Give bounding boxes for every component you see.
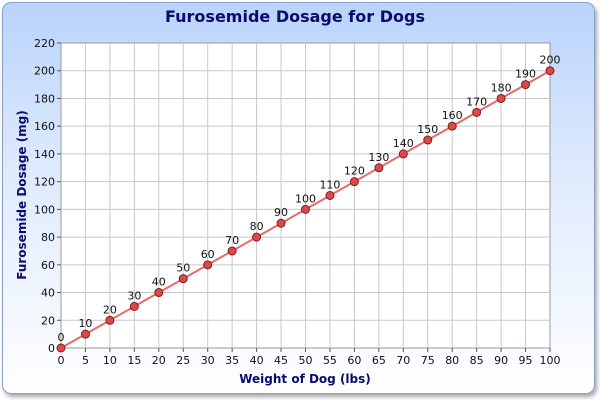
x-axis-title: Weight of Dog (lbs) [239, 372, 371, 386]
data-point [447, 121, 457, 131]
data-label: 10 [78, 317, 92, 330]
chart-title: Furosemide Dosage for Dogs [165, 7, 425, 26]
y-tick-label: 180 [34, 92, 55, 105]
data-label: 20 [103, 303, 117, 316]
data-label: 170 [466, 95, 487, 108]
y-tick-label: 120 [34, 176, 55, 189]
x-tick-label: 75 [421, 354, 435, 367]
data-points [56, 66, 555, 353]
y-axis-title: Furosemide Dosage (mg) [15, 110, 29, 280]
data-point [496, 93, 506, 103]
data-label: 50 [176, 262, 190, 275]
data-label: 130 [368, 151, 389, 164]
data-label: 70 [225, 234, 239, 247]
x-tick-label: 55 [323, 354, 337, 367]
y-tick-label: 220 [34, 37, 55, 50]
x-tick-label: 15 [127, 354, 141, 367]
grid-lines [61, 43, 550, 348]
x-tick-label: 20 [152, 354, 166, 367]
data-point [80, 329, 90, 339]
x-tick-label: 60 [347, 354, 361, 367]
data-point [154, 288, 164, 298]
data-label: 200 [540, 54, 561, 67]
x-tick-label: 25 [176, 354, 190, 367]
data-label: 100 [295, 192, 316, 205]
data-label: 110 [319, 179, 340, 192]
data-label: 180 [491, 81, 512, 94]
y-tick-label: 20 [41, 314, 55, 327]
data-label: 40 [152, 276, 166, 289]
data-label: 140 [393, 137, 414, 150]
x-tick-label: 100 [540, 354, 561, 367]
y-tick-label: 60 [41, 259, 55, 272]
y-tick-label: 80 [41, 231, 55, 244]
x-axis: 0 5 10 15 20 25 30 35 40 45 50 55 60 65 70 75 80 85 90 95 10… [58, 348, 561, 367]
x-tick-label: 70 [396, 354, 410, 367]
x-tick-label: 5 [82, 354, 89, 367]
data-point [325, 191, 335, 200]
data-point [105, 315, 115, 325]
data-point [56, 343, 66, 353]
data-label: 120 [344, 165, 365, 178]
data-label: 0 [58, 331, 65, 344]
data-point [178, 274, 188, 284]
y-tick-label: 160 [34, 120, 55, 133]
data-point [423, 135, 433, 145]
data-point [276, 218, 286, 228]
data-point [349, 177, 359, 187]
x-tick-label: 30 [201, 354, 215, 367]
x-tick-label: 65 [372, 354, 386, 367]
data-point [203, 260, 213, 270]
x-tick-label: 10 [103, 354, 117, 367]
x-tick-label: 35 [225, 354, 239, 367]
data-label: 150 [417, 123, 438, 136]
y-tick-label: 140 [34, 148, 55, 161]
data-label: 190 [515, 68, 536, 81]
x-tick-label: 85 [470, 354, 484, 367]
data-point [129, 301, 139, 311]
data-label: 30 [127, 289, 141, 302]
data-point [472, 107, 482, 117]
data-point [301, 204, 310, 214]
y-tick-label: 200 [34, 65, 55, 78]
data-point [398, 149, 408, 159]
x-tick-label: 0 [58, 354, 65, 367]
data-label: 160 [442, 109, 463, 122]
data-label: 60 [201, 248, 215, 261]
data-point [227, 246, 237, 256]
data-point [545, 66, 555, 76]
x-tick-label: 40 [250, 354, 264, 367]
data-point [521, 80, 531, 90]
y-axis: 0 20 40 60 80 100 120 140 160 180 200 220 [34, 37, 61, 355]
data-point [252, 232, 262, 242]
x-tick-label: 50 [299, 354, 313, 367]
x-tick-label: 95 [519, 354, 533, 367]
data-point [374, 163, 384, 173]
data-label: 80 [250, 220, 264, 233]
x-tick-label: 90 [494, 354, 508, 367]
x-tick-label: 80 [445, 354, 459, 367]
y-tick-label: 40 [41, 287, 55, 300]
y-tick-label: 0 [48, 342, 55, 355]
x-tick-label: 45 [274, 354, 288, 367]
y-tick-label: 100 [34, 203, 55, 216]
data-label: 90 [274, 206, 288, 219]
